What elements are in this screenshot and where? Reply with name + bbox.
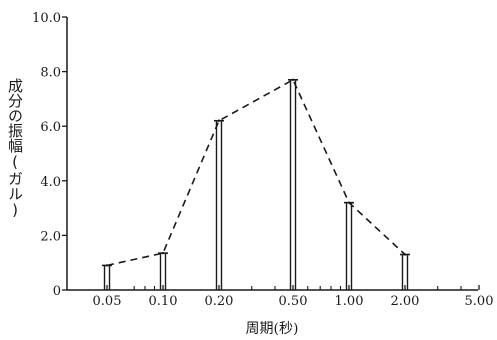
amplitude-bar xyxy=(213,119,224,290)
x-axis-title: 周期(秒) xyxy=(246,321,299,337)
amplitude-bar xyxy=(288,78,299,290)
x-axis xyxy=(67,285,480,291)
data-point xyxy=(161,251,165,255)
x-tick-label: 0.50 xyxy=(279,294,308,309)
y-tick-label: 4.0 xyxy=(40,175,61,190)
data-point xyxy=(217,119,221,122)
y-tick-label: 0 xyxy=(53,284,61,299)
data-point xyxy=(291,78,295,81)
amplitude-bar xyxy=(158,252,168,290)
amplitude-bar xyxy=(344,201,354,290)
x-tick-label: 2.00 xyxy=(391,294,420,309)
x-tick-label: 0.05 xyxy=(93,294,122,309)
y-tick-label: 8.0 xyxy=(40,66,61,81)
amplitude-bar xyxy=(399,253,410,290)
x-tick-label: 1.00 xyxy=(335,294,364,309)
x-tick-label: 5.00 xyxy=(465,294,494,309)
y-tick-label: 10.0 xyxy=(32,11,61,26)
y-tick-label: 6.0 xyxy=(40,120,61,135)
amplitude-bars xyxy=(102,78,410,290)
x-tick-label: 0.10 xyxy=(149,294,178,309)
data-point xyxy=(403,253,407,256)
data-point xyxy=(347,201,351,204)
data-point xyxy=(105,264,109,267)
tick-labels: 0 2.0 4.0 6.0 8.0 10.0 0.05 0.10 0.20 0.50 1.00 2.0… xyxy=(32,11,493,309)
series-line xyxy=(106,78,406,267)
dashed-line-series xyxy=(105,78,407,267)
y-tick-label: 2.0 xyxy=(40,229,61,244)
y-axis-title: 成分の振幅(ガル) xyxy=(6,78,24,219)
x-tick-label: 0.20 xyxy=(205,294,234,309)
y-axis xyxy=(62,16,68,291)
